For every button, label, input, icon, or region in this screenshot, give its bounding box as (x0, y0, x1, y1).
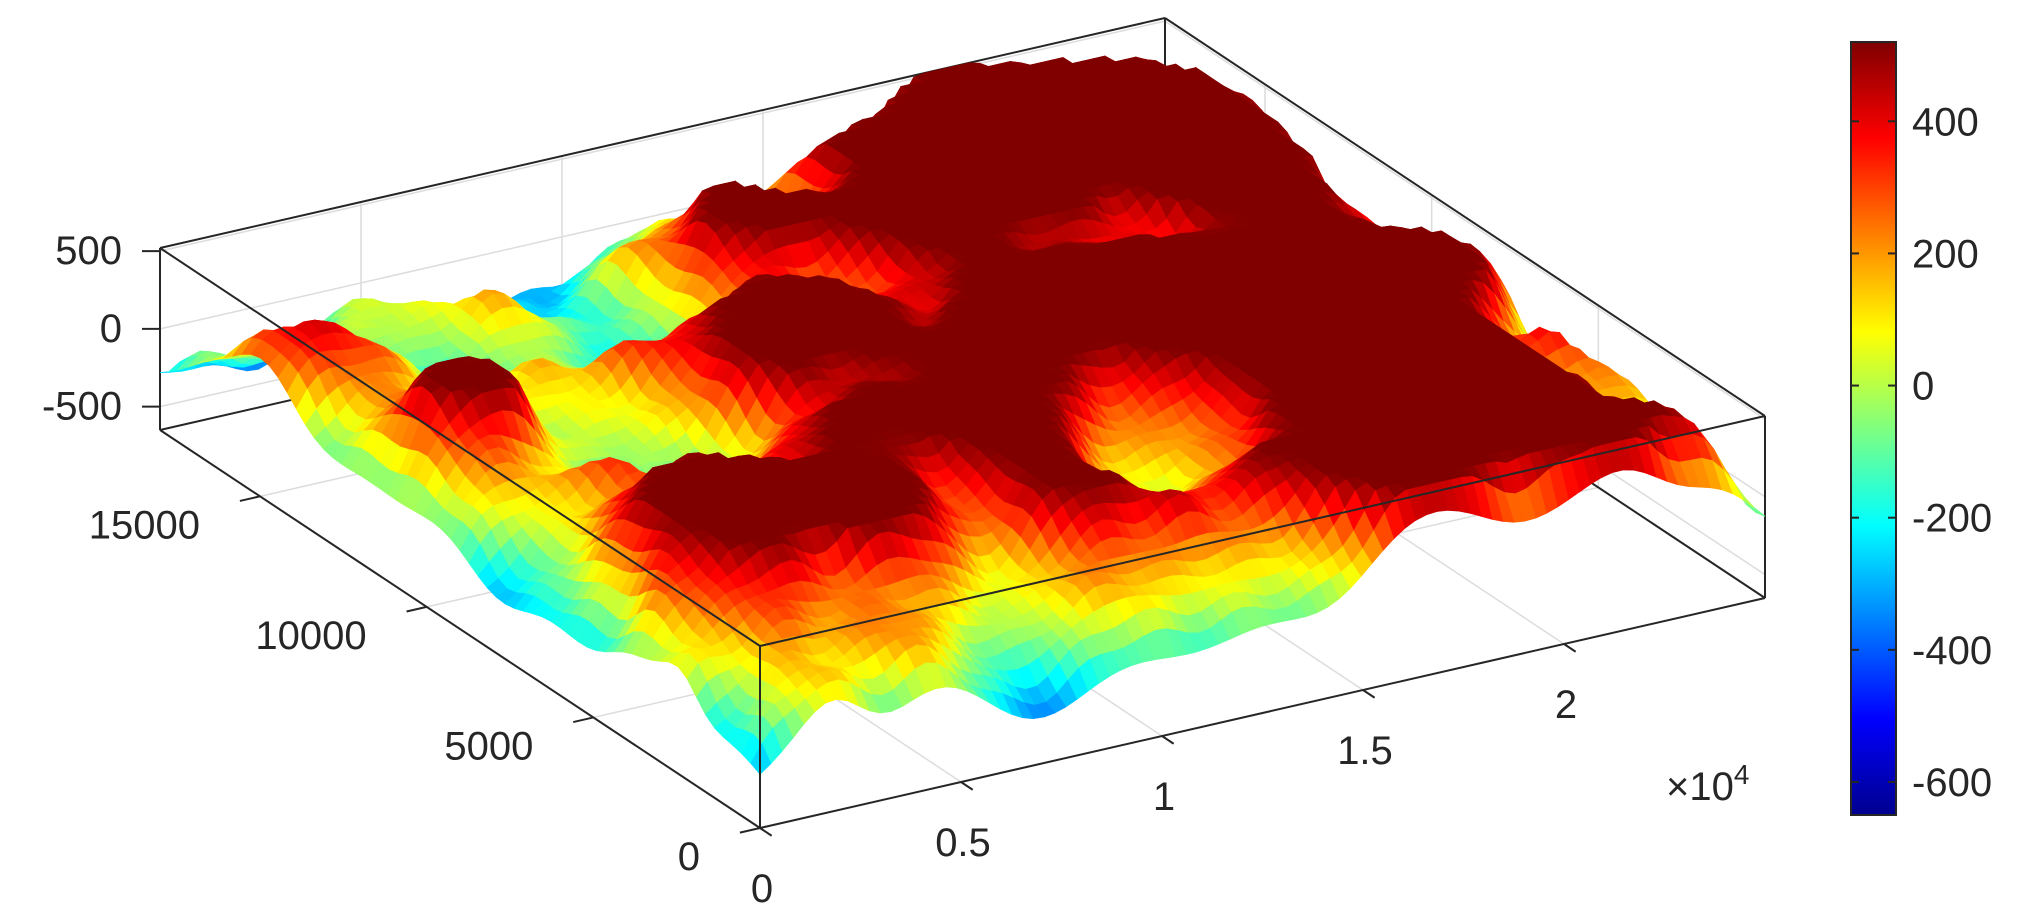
grid-line (159, 20, 1166, 252)
grid-line (1164, 20, 1766, 420)
box-edge (159, 17, 1166, 249)
box-edge (1164, 17, 1766, 417)
surface-mesh (159, 55, 1766, 775)
